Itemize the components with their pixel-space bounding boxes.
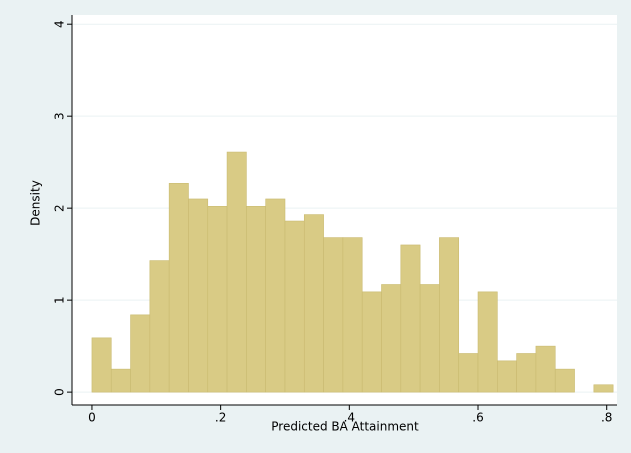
bar (246, 206, 266, 393)
bar (400, 244, 421, 393)
bar (458, 353, 479, 393)
x-axis-label: Predicted BA Attainment (271, 420, 419, 434)
x-tick-label: 0 (88, 411, 96, 425)
bar (284, 220, 305, 393)
bar (535, 345, 556, 393)
y-tick-label: 1 (53, 296, 67, 304)
bar (381, 284, 402, 393)
x-tick-label: .2 (215, 411, 226, 425)
bar (207, 206, 228, 393)
bar (516, 353, 537, 393)
bar (149, 260, 170, 393)
bar (110, 368, 131, 393)
bar (439, 237, 460, 393)
bar (361, 291, 382, 393)
bar (554, 368, 575, 393)
y-axis-label: Density (29, 180, 43, 226)
bar (168, 183, 189, 393)
bar (342, 237, 363, 393)
y-tick-label: 3 (53, 112, 67, 120)
bar (593, 384, 614, 393)
bar (130, 314, 151, 393)
x-tick-label: .8 (601, 411, 612, 425)
bar (91, 337, 112, 393)
bar (477, 291, 498, 393)
bar (419, 284, 440, 393)
bar (226, 151, 247, 393)
x-tick-label: .4 (344, 411, 355, 425)
y-tick-label: 4 (53, 20, 67, 28)
bar (303, 214, 324, 393)
bar (323, 237, 344, 393)
y-tick-label: 2 (53, 204, 67, 212)
bar (265, 198, 286, 393)
x-tick-label: .6 (472, 411, 483, 425)
y-tick-label: 0 (53, 388, 67, 396)
bar (497, 360, 517, 393)
bar (188, 198, 209, 393)
